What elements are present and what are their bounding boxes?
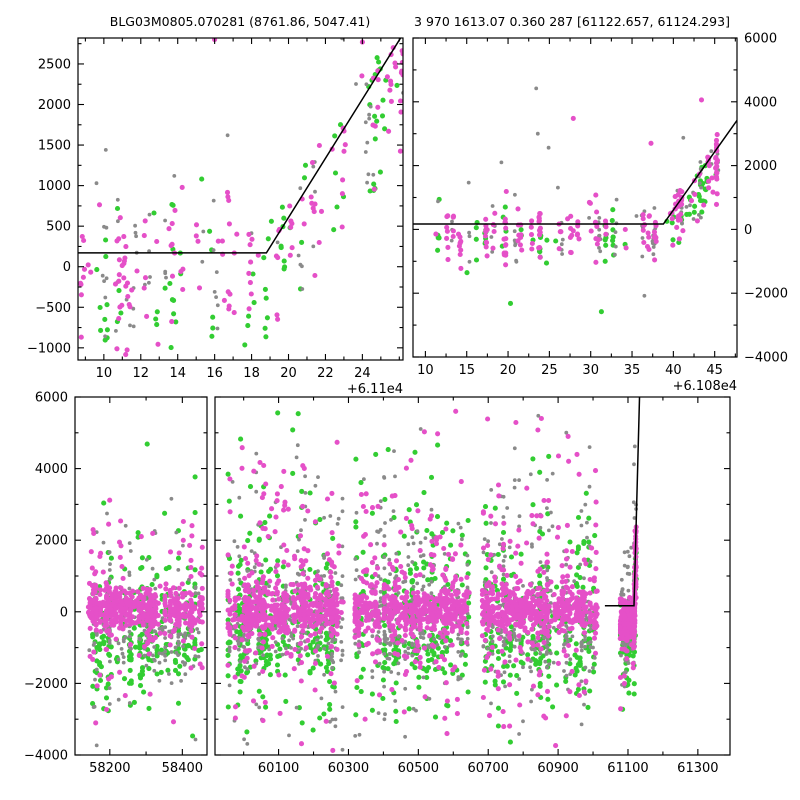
panel-top-left: 10 12 14 16 18 20 22 24 −1000 −500 0 500 1000 1500 200… (27, 37, 404, 397)
ticks (75, 396, 207, 756)
axis-offset-label: +6.108e4 (673, 379, 737, 394)
x-tick-label: 25 (541, 363, 558, 378)
x-tick-label: 61300 (677, 761, 718, 776)
x-tick-label: 45 (706, 363, 723, 378)
y-tick-label: 4000 (35, 462, 68, 477)
scatter-layer (225, 408, 639, 753)
x-tick-label: 35 (624, 363, 641, 378)
x-tick-label: 18 (243, 366, 260, 381)
title-right: 3 970 1613.07 0.360 287 [61122.657, 6112… (414, 14, 730, 29)
scatter-series-magenta (433, 97, 721, 271)
panel-bottom-right: 60100 60300 60500 60700 60900 61100 61300 (214, 396, 731, 776)
x-tick-label: 22 (317, 366, 334, 381)
y-tick-label: −4000 (24, 749, 68, 764)
y-tick-label: 2000 (35, 534, 68, 549)
y-tick-label: 1500 (38, 139, 71, 154)
y-tick-label: 2500 (38, 57, 71, 72)
y-tick-label: 0 (60, 605, 68, 620)
scatter-series-magenta (85, 497, 205, 726)
y-tick-label: −2000 (24, 677, 68, 692)
y-tick-label: 0 (63, 260, 71, 275)
x-tick-label: 20 (500, 363, 517, 378)
model-line (78, 38, 402, 254)
y-tick-label: −2000 (744, 287, 788, 302)
x-tick-label: 30 (582, 363, 599, 378)
x-tick-label: 60100 (258, 761, 299, 776)
scatter-series-gray (436, 86, 721, 298)
x-tick-label: 10 (96, 366, 113, 381)
y-tick-label: −4000 (744, 351, 788, 366)
ticks (78, 38, 403, 360)
scatter-layer (433, 86, 721, 315)
y-tick-label: 1000 (38, 179, 71, 194)
y-tick-label: 4000 (744, 95, 777, 110)
x-tick-label: 15 (458, 363, 475, 378)
y-tick-label: −500 (35, 301, 71, 316)
y-tick-label: 2000 (38, 98, 71, 113)
tick-labels: 60100 60300 60500 60700 60900 61100 61300 (258, 761, 719, 776)
scatter-layer (78, 38, 403, 358)
ticks (215, 396, 730, 756)
title-left: BLG03M0805.070281 (8761.86, 5047.41) (109, 14, 371, 29)
ticks (413, 37, 737, 358)
panel-bottom-left: 58200 58400 −4000 −2000 0 2000 4000 6000 (24, 391, 208, 777)
scatter-layer (85, 441, 205, 748)
x-tick-label: 60700 (468, 761, 509, 776)
y-tick-label: 6000 (35, 391, 68, 406)
tick-labels: 10 15 20 25 30 35 40 45 −4000 −2000 0 2000 4000 6000 +… (417, 32, 788, 395)
scatter-series-green (225, 410, 639, 745)
x-tick-label: 60900 (537, 761, 578, 776)
x-tick-label: 60300 (328, 761, 369, 776)
y-tick-label: 500 (46, 220, 71, 235)
x-tick-label: 14 (169, 366, 186, 381)
x-tick-label: 60500 (398, 761, 439, 776)
axes-box (214, 396, 731, 756)
axes-box (77, 37, 404, 361)
x-tick-label: 58200 (89, 761, 130, 776)
x-tick-label: 12 (133, 366, 150, 381)
tick-labels: 10 12 14 16 18 20 22 24 −1000 −500 0 500 1000 1500 200… (27, 57, 403, 397)
y-tick-label: 0 (744, 223, 752, 238)
tick-labels: 58200 58400 −4000 −2000 0 2000 4000 6000 (24, 391, 203, 777)
axis-offset-label: +6.11e4 (347, 382, 403, 397)
x-tick-label: 16 (206, 366, 223, 381)
x-tick-label: 58400 (162, 761, 203, 776)
y-tick-label: 6000 (744, 32, 777, 47)
x-tick-label: 24 (354, 366, 371, 381)
model-line (604, 397, 641, 607)
scatter-series-magenta (78, 38, 403, 358)
x-tick-label: 10 (417, 363, 434, 378)
y-tick-label: −1000 (27, 341, 71, 356)
panel-top-right: 10 15 20 25 30 35 40 45 −4000 −2000 0 2000 4000 6000 +… (412, 32, 788, 395)
model-line (413, 119, 737, 225)
scatter-series-gray (94, 38, 403, 351)
x-tick-label: 40 (665, 363, 682, 378)
x-tick-label: 61100 (607, 761, 648, 776)
x-tick-label: 20 (280, 366, 297, 381)
y-tick-label: 2000 (744, 159, 777, 174)
scatter-series-green (94, 55, 400, 351)
